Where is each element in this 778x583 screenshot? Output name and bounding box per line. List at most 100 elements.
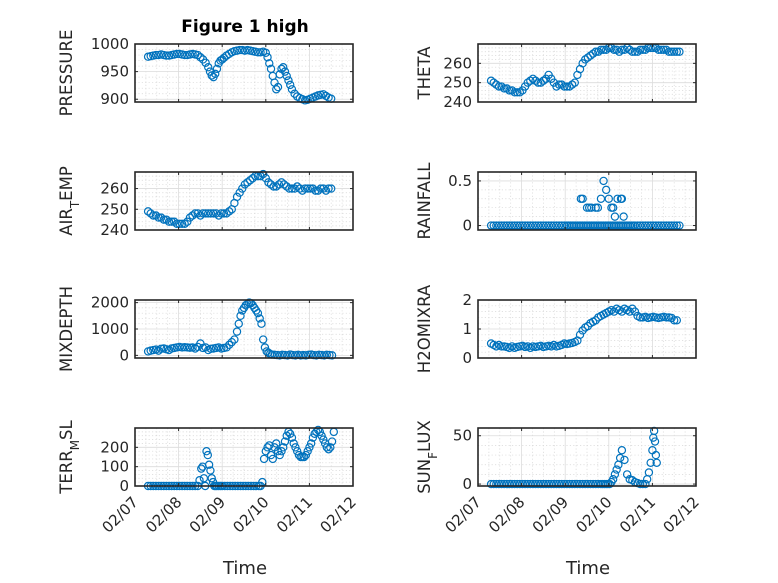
x-tick-label: 02/07 xyxy=(99,493,142,536)
data-point xyxy=(513,88,522,97)
data-point xyxy=(515,88,525,97)
data-point xyxy=(596,194,606,203)
axes-frame xyxy=(477,427,697,487)
y-axis-label: MIXDEPTH xyxy=(57,286,76,372)
data-point xyxy=(654,221,663,230)
y-tick-label: 0 xyxy=(119,346,129,364)
data-point xyxy=(156,213,166,222)
data-point xyxy=(635,313,645,322)
data-point xyxy=(599,45,608,55)
y-tick-label: 1 xyxy=(462,320,472,338)
data-point xyxy=(594,479,603,489)
series-markers xyxy=(143,45,336,105)
y-tick-label: 2 xyxy=(462,291,472,309)
data-point xyxy=(578,194,587,203)
data-point xyxy=(596,45,606,55)
data-point xyxy=(656,221,666,230)
data-point xyxy=(273,82,283,92)
data-point xyxy=(544,221,553,230)
data-point xyxy=(601,45,611,55)
data-point xyxy=(306,184,315,193)
data-point xyxy=(295,184,305,193)
data-point xyxy=(502,84,511,93)
data-point xyxy=(662,313,671,322)
data-point xyxy=(613,194,622,203)
data-point xyxy=(255,314,264,323)
data-point xyxy=(224,340,234,350)
data-point xyxy=(199,474,209,483)
axes-frame xyxy=(477,171,697,231)
data-point xyxy=(528,479,538,489)
data-point xyxy=(570,479,579,489)
data-point xyxy=(151,211,161,220)
data-point xyxy=(172,219,182,228)
data-point xyxy=(638,221,648,230)
data-point xyxy=(536,479,545,489)
data-point xyxy=(497,479,506,489)
data-point xyxy=(497,82,506,91)
data-point xyxy=(565,479,574,489)
data-point xyxy=(284,76,293,85)
axes-frame xyxy=(134,171,354,231)
data-point xyxy=(646,221,655,230)
data-point xyxy=(510,479,519,489)
data-point xyxy=(617,307,627,316)
data-point xyxy=(489,479,498,489)
axes-frame xyxy=(477,43,697,103)
data-point xyxy=(296,351,305,360)
data-point xyxy=(298,186,307,195)
series-markers xyxy=(143,169,336,228)
data-point xyxy=(492,221,501,230)
data-point xyxy=(275,450,284,460)
data-point xyxy=(292,182,302,191)
data-point xyxy=(675,47,684,56)
data-point xyxy=(643,221,653,230)
x-tick-label: 02/12 xyxy=(317,493,360,536)
data-point xyxy=(327,351,337,360)
data-point xyxy=(617,446,627,455)
data-point xyxy=(638,479,648,489)
data-point xyxy=(230,335,239,344)
data-point xyxy=(279,443,288,452)
data-point xyxy=(650,437,660,446)
data-point xyxy=(667,313,676,323)
data-point xyxy=(316,184,325,193)
series-markers xyxy=(486,426,661,489)
data-point xyxy=(201,209,210,218)
data-point xyxy=(198,209,208,218)
data-point xyxy=(301,450,311,460)
data-point xyxy=(258,169,268,179)
y-axis-label: TERRMSL xyxy=(57,419,82,494)
data-point xyxy=(232,192,242,202)
data-point xyxy=(609,307,619,316)
data-point xyxy=(287,433,297,442)
data-point xyxy=(630,307,640,316)
data-point xyxy=(324,184,333,193)
data-point xyxy=(327,437,337,446)
data-point xyxy=(287,85,297,94)
data-point xyxy=(549,479,559,489)
data-point xyxy=(290,89,299,98)
data-point xyxy=(492,80,501,89)
x-tick-label: 02/09 xyxy=(529,493,572,536)
y-tick-label: 900 xyxy=(100,90,129,108)
data-point xyxy=(177,343,187,352)
data-point xyxy=(670,316,679,325)
data-point xyxy=(164,217,174,226)
data-point xyxy=(635,479,645,489)
data-point xyxy=(552,82,561,91)
data-point xyxy=(282,182,291,191)
y-tick-label: 260 xyxy=(443,54,472,72)
data-point xyxy=(167,217,176,226)
data-point xyxy=(206,466,215,475)
data-point xyxy=(630,221,640,230)
y-tick-label: 950 xyxy=(100,63,129,81)
data-point xyxy=(303,447,312,456)
data-point xyxy=(586,479,595,489)
data-point xyxy=(274,180,284,189)
y-tick-label: 0.5 xyxy=(448,172,472,190)
data-point xyxy=(567,479,577,489)
data-point xyxy=(649,221,658,230)
y-axis-label: PRESSURE xyxy=(57,30,76,117)
data-point xyxy=(224,207,234,216)
